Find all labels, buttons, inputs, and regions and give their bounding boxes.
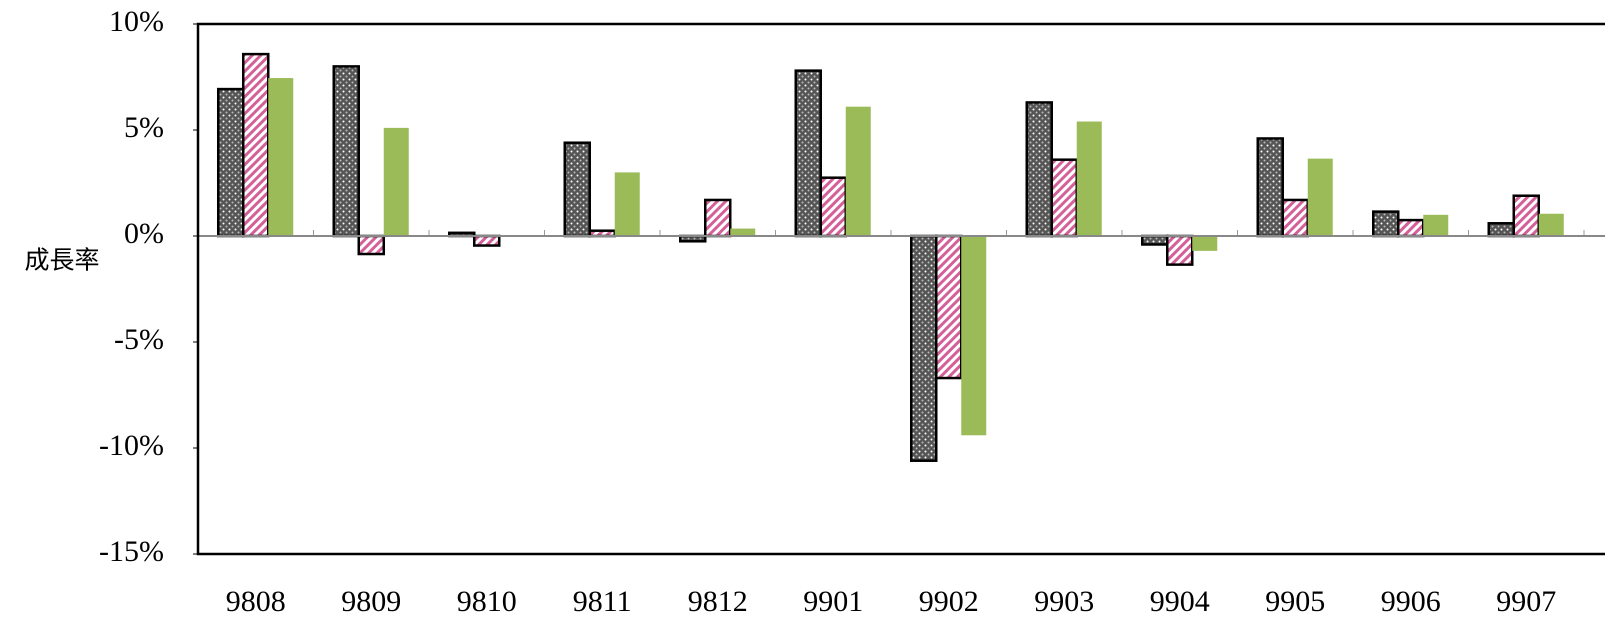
bar [473,234,501,247]
x-tick-label: 9811 [573,585,632,618]
x-tick-label: 9904 [1150,585,1210,618]
bar [1307,158,1333,236]
bar [1487,222,1515,238]
y-tick-label: 10% [109,5,164,38]
bar [1538,213,1564,236]
bar [1076,121,1102,236]
x-tick-label: 9905 [1265,585,1325,618]
x-tick-label: 9902 [919,585,979,618]
bar [1281,198,1309,238]
x-tick-label: 9901 [803,585,863,618]
bar [935,234,963,380]
x-tick-label: 9812 [688,585,748,618]
bar [1372,210,1400,238]
plot-frame [196,22,1605,556]
bar [1166,234,1194,266]
y-tick-label: -5% [114,323,164,356]
bar [1050,158,1078,238]
x-tick-label: 9906 [1381,585,1441,618]
bar [961,236,987,436]
bar [845,106,871,237]
bar [819,176,847,238]
bar [730,228,756,236]
bar [1025,101,1053,238]
y-tick-label: -10% [99,429,164,462]
bar [357,234,385,256]
y-tick-label: -15% [99,535,164,568]
y-tick-label: 5% [124,111,164,144]
bar [1141,234,1169,246]
bar [1256,137,1284,238]
y-axis-label: 成長率 [24,246,99,275]
x-tick-label: 9809 [341,585,401,618]
x-tick-label: 9810 [457,585,517,618]
bar [614,172,640,236]
bar [383,127,409,236]
bar [242,52,270,238]
bar [1423,214,1449,236]
y-tick-label: 0% [124,217,164,250]
x-tick-label: 9808 [226,585,286,618]
bar [332,65,360,238]
bar [794,69,822,238]
bar [910,234,938,462]
bar [563,141,591,238]
x-tick-label: 9903 [1034,585,1094,618]
bar [1192,236,1218,251]
bar [1512,194,1540,238]
bar [704,198,732,238]
bar [217,87,245,238]
x-tick-label: 9907 [1496,585,1556,618]
bar [268,78,294,236]
bar [1397,218,1425,238]
